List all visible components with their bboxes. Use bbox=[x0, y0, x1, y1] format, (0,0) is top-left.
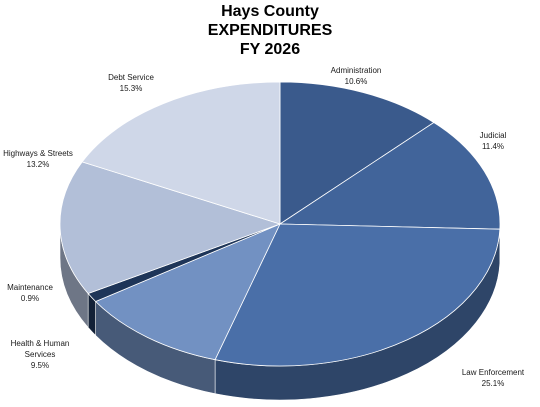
slice-value-highways-streets: 13.2% bbox=[26, 160, 50, 169]
slice-label-judicial: Judicial 11.4% bbox=[463, 130, 523, 152]
slice-value-judicial: 11.4% bbox=[481, 142, 505, 151]
chart-title-line-1: Hays County bbox=[221, 3, 319, 20]
slice-value-administration: 10.6% bbox=[344, 77, 368, 86]
pie-slice-administration bbox=[279, 81, 435, 225]
pie-slice-debt-service bbox=[81, 81, 281, 225]
slice-name-health-human-services-line-2: Services bbox=[24, 350, 56, 359]
slice-name-highways-streets: Highways & Streets bbox=[3, 149, 73, 158]
slice-name-health-human-services-line-1: Health & Human bbox=[10, 339, 70, 348]
slice-label-law-enforcement: Law Enforcement 25.1% bbox=[450, 367, 536, 389]
slice-name-law-enforcement: Law Enforcement bbox=[461, 368, 525, 377]
pie-slice-highways-streets bbox=[59, 161, 282, 294]
slice-value-debt-service: 15.3% bbox=[119, 84, 143, 93]
slice-label-debt-service: Debt Service 15.3% bbox=[96, 72, 166, 94]
slice-name-administration: Administration bbox=[330, 66, 382, 75]
slice-value-law-enforcement: 25.1% bbox=[481, 379, 505, 388]
slice-label-highways-streets: Highways & Streets 13.2% bbox=[0, 148, 76, 170]
slice-name-debt-service: Debt Service bbox=[108, 73, 154, 82]
slice-name-judicial: Judicial bbox=[479, 131, 507, 140]
chart-title-line-2: EXPENDITURES bbox=[207, 22, 333, 39]
slice-value-health-human-services: 9.5% bbox=[30, 361, 50, 370]
pie-slice-law-enforcement bbox=[214, 223, 501, 367]
slice-value-maintenance: 0.9% bbox=[20, 294, 40, 303]
slice-label-health-human-services: Health & Human Services 9.5% bbox=[4, 338, 76, 371]
pie-slice-judicial bbox=[278, 122, 501, 230]
slice-label-administration: Administration 10.6% bbox=[316, 65, 396, 87]
slice-name-maintenance: Maintenance bbox=[7, 283, 53, 292]
slice-label-maintenance: Maintenance 0.9% bbox=[2, 282, 58, 304]
pie-slice-health-human-services bbox=[94, 223, 281, 361]
chart-title-line-3: FY 2026 bbox=[239, 41, 301, 58]
pie-top-faces bbox=[59, 81, 501, 367]
